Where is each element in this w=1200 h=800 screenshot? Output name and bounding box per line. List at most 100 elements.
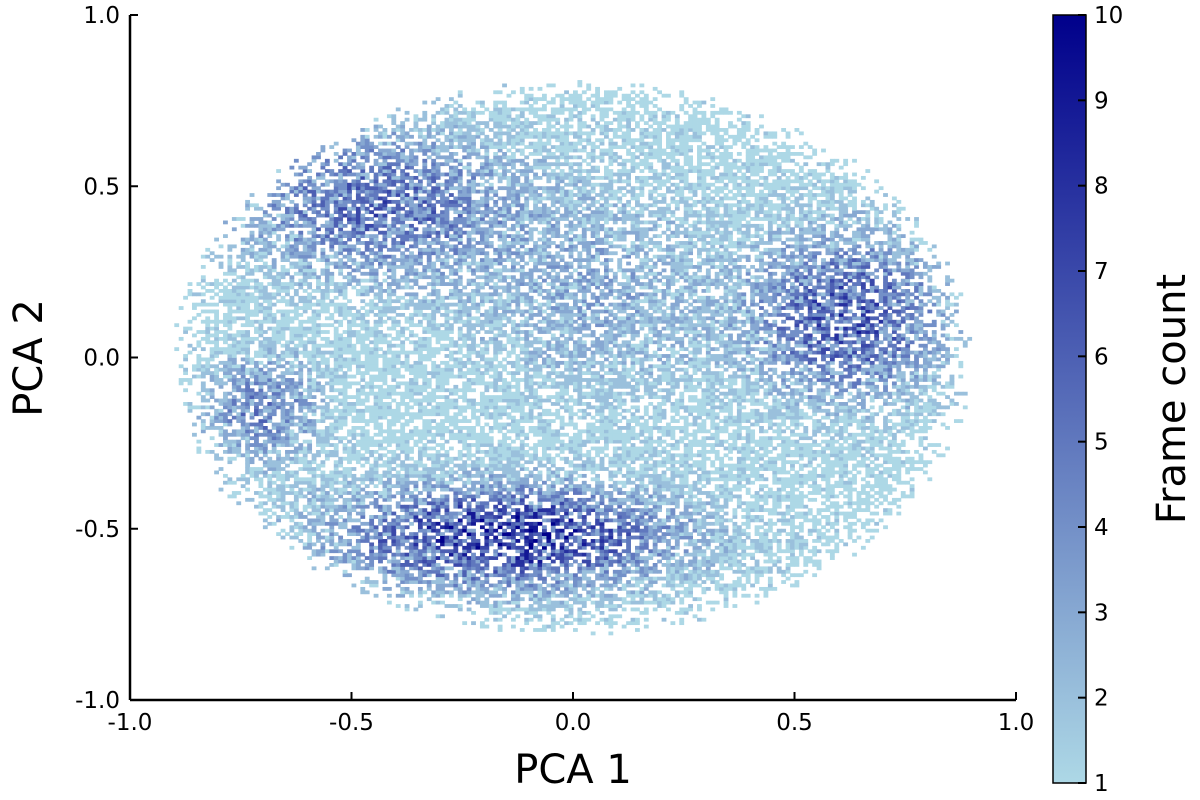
heatmap-cell (466, 172, 472, 177)
heatmap-cell (351, 473, 357, 478)
heatmap-cell (435, 511, 441, 516)
heatmap-cell (236, 295, 242, 300)
heatmap-cell (386, 477, 392, 482)
heatmap-cell (386, 182, 392, 187)
heatmap-cell (471, 566, 476, 571)
heatmap-cell (209, 302, 215, 307)
heatmap-cell (448, 165, 454, 170)
heatmap-cell (267, 381, 273, 386)
heatmap-cell (440, 477, 445, 482)
heatmap-cell (320, 501, 326, 506)
heatmap-cell (320, 189, 326, 194)
heatmap-cell (342, 402, 348, 406)
heatmap-cell (391, 367, 397, 372)
heatmap-cell (448, 511, 454, 516)
heatmap-cell (373, 162, 379, 167)
heatmap-cell (400, 446, 406, 451)
heatmap-cell (471, 590, 476, 595)
heatmap-cell (404, 525, 410, 530)
heatmap-cell (386, 467, 392, 471)
heatmap-cell (378, 405, 383, 410)
heatmap-cell (196, 405, 202, 410)
heatmap-cell (245, 343, 251, 348)
heatmap-cell (258, 381, 264, 386)
heatmap-cell (444, 525, 450, 530)
heatmap-cell (373, 484, 379, 489)
heatmap-cell (409, 576, 414, 581)
heatmap-cell (231, 319, 237, 324)
heatmap-cell (289, 244, 295, 249)
heatmap-cell (391, 237, 397, 242)
heatmap-cell (236, 364, 242, 369)
heatmap-cell (417, 319, 423, 324)
heatmap-cell (329, 422, 335, 427)
heatmap-cell (373, 360, 379, 365)
heatmap-cell (293, 237, 299, 242)
heatmap-cell (413, 501, 419, 506)
heatmap-cell (400, 494, 406, 499)
heatmap-cell (360, 497, 366, 502)
heatmap-cell (355, 152, 361, 156)
heatmap-cell (329, 189, 335, 194)
heatmap-cell (262, 244, 268, 249)
heatmap-cell (386, 535, 392, 540)
heatmap-cell (280, 330, 286, 334)
heatmap-cell (267, 494, 273, 499)
heatmap-cell (466, 360, 472, 365)
heatmap-cell (369, 443, 375, 447)
heatmap-cell (316, 241, 321, 245)
heatmap-cell (440, 107, 445, 112)
heatmap-cell (280, 436, 286, 441)
heatmap-cell (422, 336, 428, 341)
heatmap-cell (351, 360, 357, 365)
heatmap-cell (417, 497, 423, 502)
heatmap-cell (258, 254, 264, 259)
heatmap-cell (471, 336, 476, 341)
heatmap-cell (435, 384, 441, 389)
heatmap-cell (466, 378, 472, 382)
heatmap-cell (373, 460, 379, 465)
heatmap-cell (364, 484, 370, 489)
heatmap-cell (364, 145, 370, 149)
heatmap-cell (382, 199, 388, 204)
heatmap-cell (426, 128, 432, 132)
heatmap-cell (360, 289, 366, 293)
heatmap-cell (448, 432, 454, 437)
heatmap-cell (218, 467, 224, 471)
heatmap-cell (254, 354, 259, 358)
heatmap-cell (360, 480, 366, 485)
heatmap-cell (338, 343, 344, 348)
heatmap-cell (457, 278, 463, 283)
heatmap-cell (369, 549, 375, 554)
heatmap-cell (453, 398, 459, 403)
heatmap-cell (378, 220, 383, 225)
heatmap-cell (395, 107, 401, 112)
heatmap-cell (223, 402, 228, 406)
heatmap-cell (409, 395, 414, 399)
heatmap-cell (426, 247, 432, 252)
heatmap-cell (386, 234, 392, 239)
heatmap-cell (324, 237, 330, 242)
heatmap-cell (364, 566, 370, 571)
heatmap-cell (400, 182, 406, 187)
heatmap-cell (285, 241, 290, 245)
heatmap-cell (236, 419, 242, 423)
heatmap-cell (426, 210, 432, 215)
heatmap-cell (391, 169, 397, 173)
heatmap-cell (360, 580, 366, 584)
heatmap-cell (369, 364, 375, 369)
heatmap-cell (422, 501, 428, 506)
heatmap-cell (373, 463, 379, 468)
heatmap-cell (316, 439, 321, 444)
heatmap-cell (471, 107, 476, 112)
heatmap-cell (395, 566, 401, 571)
heatmap-cell (360, 234, 366, 239)
heatmap-cell (373, 206, 379, 211)
heatmap-cell (373, 302, 379, 307)
heatmap-cell (417, 234, 423, 239)
heatmap-cell (200, 412, 206, 417)
heatmap-cell (338, 350, 344, 355)
heatmap-cell (417, 312, 423, 317)
heatmap-cell (316, 155, 321, 160)
heatmap-cell (285, 415, 290, 420)
